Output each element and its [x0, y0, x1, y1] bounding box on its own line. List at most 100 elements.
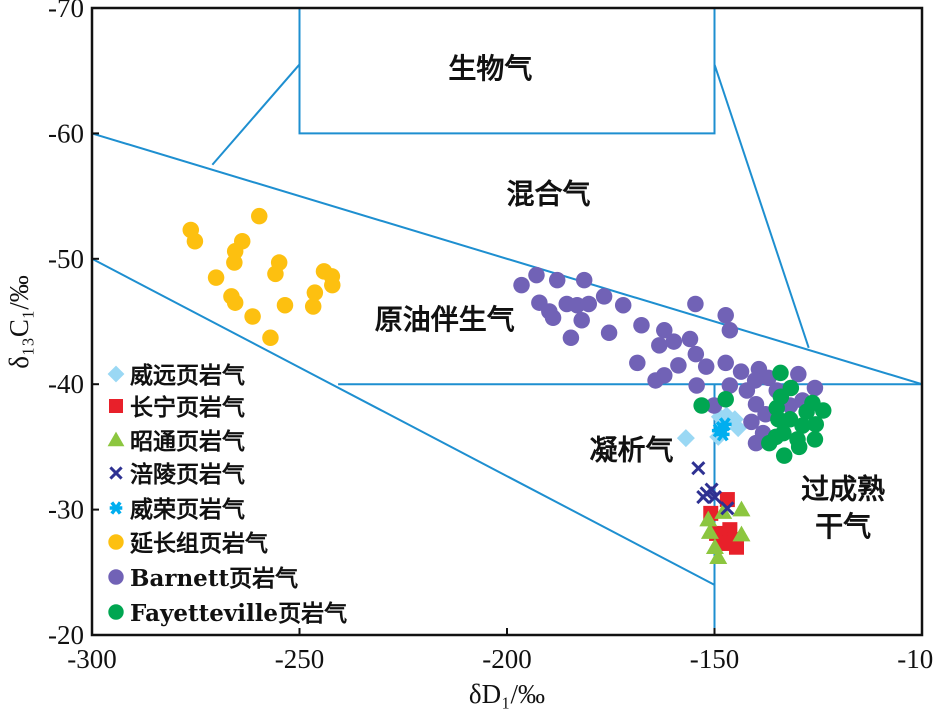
data-point	[580, 295, 598, 313]
data-point	[728, 539, 744, 555]
region-boundaries	[91, 8, 923, 635]
data-point	[614, 296, 632, 314]
y-tick-label: -50	[48, 244, 84, 274]
legend-label: Fayetteville页岩气	[130, 600, 347, 627]
data-point	[665, 333, 683, 350]
region-boundary-line	[91, 132, 923, 386]
series	[182, 207, 341, 347]
legend-marker	[109, 466, 123, 480]
y-tick-label: -30	[48, 495, 84, 525]
data-point	[691, 461, 706, 476]
data-point	[656, 322, 673, 339]
y-axis-label: δ₁₃C₁/‰	[4, 275, 34, 368]
data-point	[629, 354, 646, 372]
legend-label: 长宁页岩气	[130, 394, 245, 421]
legend-marker	[108, 604, 124, 620]
data-point	[720, 501, 735, 516]
data-point	[244, 308, 261, 325]
data-point	[747, 434, 765, 452]
legend-item: 涪陵页岩气	[109, 461, 245, 488]
region-label: 干气	[815, 510, 871, 543]
data-point	[226, 294, 244, 311]
data-point	[732, 363, 750, 380]
data-point	[250, 207, 268, 225]
data-point	[806, 431, 824, 448]
y-tick-label: -40	[48, 369, 84, 399]
data-point	[790, 365, 807, 383]
data-point	[548, 271, 566, 289]
x-tick-label: -150	[690, 644, 740, 674]
series	[699, 500, 751, 565]
data-points	[182, 207, 832, 565]
region-label: 过成熟	[801, 472, 885, 505]
data-point	[562, 329, 580, 347]
data-point	[304, 298, 322, 315]
x-tick-label: -100	[897, 644, 933, 674]
data-point	[732, 525, 751, 542]
data-point	[761, 434, 778, 452]
data-point	[814, 402, 832, 419]
data-point	[696, 489, 711, 505]
data-point	[770, 411, 787, 428]
data-point	[676, 429, 695, 448]
data-point	[324, 276, 341, 294]
region-boundary-line	[211, 63, 301, 166]
data-point	[699, 510, 718, 527]
legend-label: 威远页岩气	[130, 362, 245, 389]
series	[691, 461, 735, 516]
data-point	[772, 364, 789, 382]
data-point	[806, 379, 824, 397]
data-point	[781, 411, 799, 428]
legend-marker	[109, 399, 123, 413]
x-axis-label: δD₁/‰	[469, 679, 545, 709]
data-point	[226, 254, 243, 271]
data-point	[573, 311, 590, 329]
data-point	[687, 295, 704, 313]
data-point	[807, 416, 825, 433]
y-tick-label: -20	[48, 620, 84, 650]
data-point	[697, 358, 715, 375]
region-boundary-line	[298, 8, 716, 135]
data-point	[600, 324, 618, 342]
data-point	[513, 276, 530, 294]
data-point	[709, 548, 728, 565]
data-point	[705, 538, 724, 554]
legend-item: Fayetteville页岩气	[108, 600, 347, 627]
data-point	[729, 419, 748, 438]
data-point	[267, 265, 284, 283]
data-point	[595, 288, 613, 305]
legend-marker	[108, 569, 124, 585]
region-label: 混合气	[506, 178, 590, 211]
data-point	[633, 317, 650, 334]
legend-label: Barnett页岩气	[130, 565, 298, 592]
series	[693, 364, 832, 464]
data-point	[775, 447, 793, 464]
region-label: 原油伴生气	[375, 303, 515, 336]
legend-label: 延长组页岩气	[129, 530, 268, 557]
data-point	[707, 489, 722, 505]
legend-item: 长宁页岩气	[109, 394, 245, 421]
axis-ticks: -300 -250 -200 -150 -100 -70 -60 -50 -40 -30 -20	[48, 0, 933, 674]
data-point	[670, 357, 687, 374]
series	[711, 417, 732, 442]
legend-marker	[108, 534, 124, 550]
data-point	[700, 523, 719, 539]
legend-item: 延长组页岩气	[108, 530, 268, 557]
data-point	[732, 500, 751, 517]
data-point	[544, 309, 562, 326]
data-point	[575, 271, 593, 289]
legend-label: 威荣页岩气	[130, 496, 245, 523]
legend-item: 昭通页岩气	[107, 428, 245, 455]
data-point	[647, 372, 664, 389]
region-label: 生物气	[448, 52, 532, 85]
legend-marker	[107, 365, 125, 383]
data-point	[790, 438, 808, 456]
data-point	[306, 284, 324, 301]
x-tick-label: -300	[67, 644, 117, 674]
data-point	[688, 377, 705, 394]
data-point	[651, 337, 668, 354]
data-point	[798, 403, 815, 421]
legend-marker	[109, 501, 123, 515]
